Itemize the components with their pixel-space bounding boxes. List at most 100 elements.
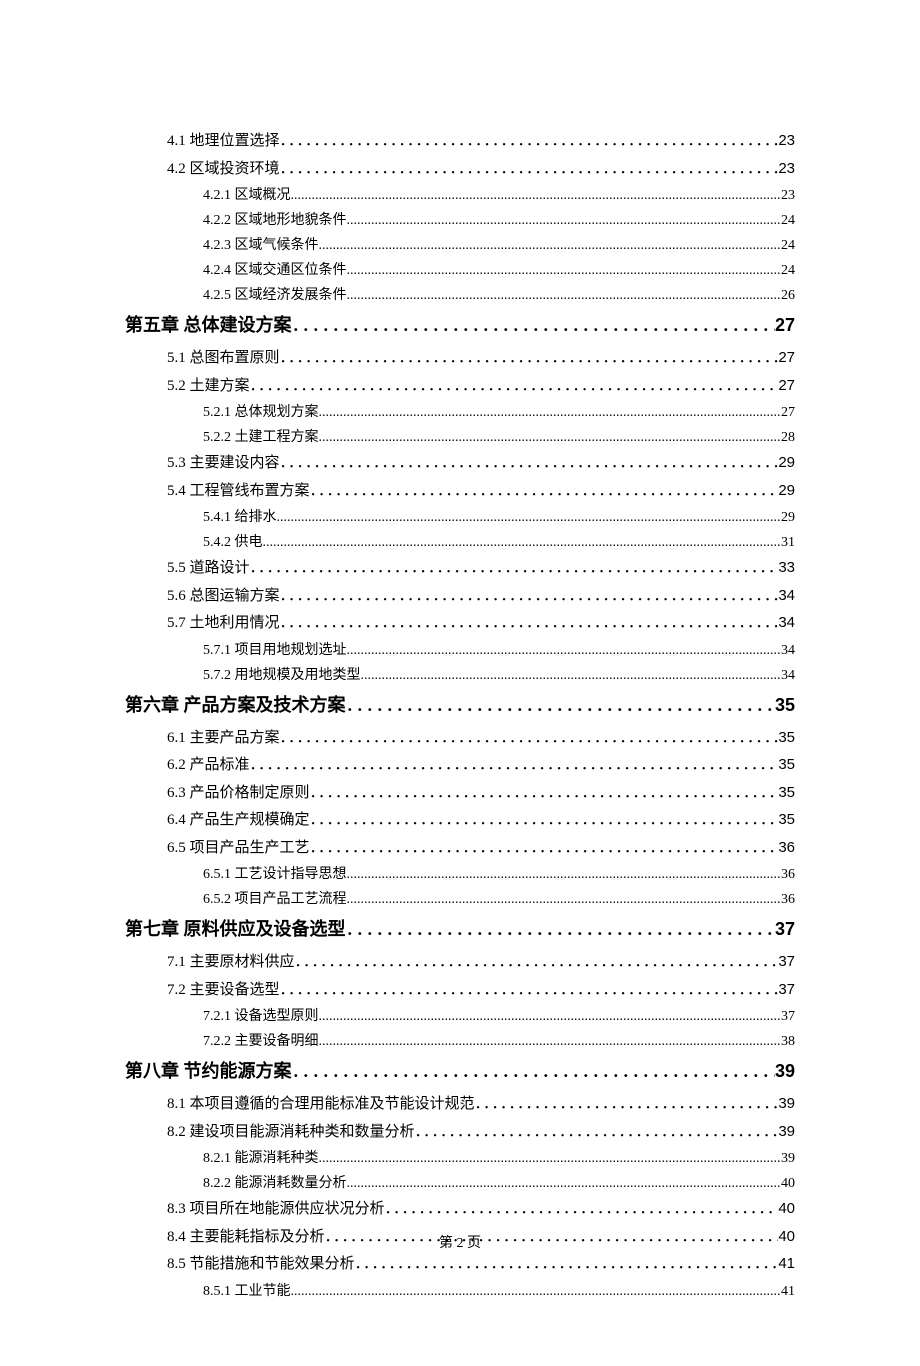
toc-entry: 6.5 项目产品生产工艺36: [125, 837, 795, 860]
toc-label: 4.2.2 区域地形地貌条件: [203, 210, 347, 231]
toc-leader: [292, 1058, 775, 1085]
toc-label: 5.2 土建方案: [167, 375, 250, 398]
toc-entry: 5.4.1 给排水29: [125, 507, 795, 528]
toc-page: 27: [775, 312, 795, 339]
toc-entry: 8.2 建设项目能源消耗种类和数量分析39: [125, 1121, 795, 1144]
toc-leader: [280, 347, 779, 370]
toc-entry: 5.7.2 用地规模及用地类型34: [125, 665, 795, 686]
toc-leader: [277, 507, 782, 528]
toc-label: 5.7 土地利用情况: [167, 612, 280, 635]
toc-leader: [250, 375, 779, 398]
toc-page: 39: [775, 1058, 795, 1085]
toc-page: 36: [781, 889, 795, 910]
toc-page: 35: [778, 754, 795, 777]
toc-page: 36: [781, 864, 795, 885]
toc-page: 27: [778, 347, 795, 370]
toc-entry: 4.2.4 区域交通区位条件24: [125, 260, 795, 281]
toc-entry: 6.4 产品生产规模确定35: [125, 809, 795, 832]
toc-entry: 6.2 产品标准35: [125, 754, 795, 777]
toc-leader: [346, 916, 775, 943]
toc-label: 8.2.2 能源消耗数量分析: [203, 1173, 347, 1194]
toc-label: 第六章 产品方案及技术方案: [125, 692, 346, 719]
toc-leader: [280, 585, 779, 608]
toc-leader: [280, 612, 779, 635]
toc-entry: 7.2 主要设备选型37: [125, 979, 795, 1002]
toc-leader: [347, 640, 782, 661]
toc-leader: [319, 402, 782, 423]
toc-entry: 5.2.2 土建工程方案28: [125, 427, 795, 448]
toc-page: 40: [778, 1198, 795, 1221]
toc-page: 28: [781, 427, 795, 448]
toc-page: 37: [775, 916, 795, 943]
toc-label: 5.5 道路设计: [167, 557, 250, 580]
toc-page: 37: [781, 1006, 795, 1027]
toc-entry: 8.2.1 能源消耗种类39: [125, 1148, 795, 1169]
toc-label: 6.4 产品生产规模确定: [167, 809, 310, 832]
toc-entry: 5.3 主要建设内容29: [125, 452, 795, 475]
toc-entry: 7.2.1 设备选型原则 37: [125, 1006, 795, 1027]
toc-page: 23: [778, 158, 795, 181]
toc-leader: [385, 1198, 779, 1221]
toc-page: 24: [781, 210, 795, 231]
toc-leader: [295, 951, 779, 974]
toc-leader: [263, 532, 782, 553]
toc-leader: [292, 312, 775, 339]
toc-leader: [347, 210, 782, 231]
toc-entry: 6.5.2 项目产品工艺流程36: [125, 889, 795, 910]
toc-entry: 5.5 道路设计 33: [125, 557, 795, 580]
toc-leader: [280, 979, 779, 1002]
toc-entry: 8.2.2 能源消耗数量分析 40: [125, 1173, 795, 1194]
toc-page: 23: [778, 130, 795, 153]
toc-label: 7.2.1 设备选型原则: [203, 1006, 319, 1027]
toc-page: 35: [778, 727, 795, 750]
toc-entry: 8.1 本项目遵循的合理用能标准及节能设计规范39: [125, 1093, 795, 1116]
toc-entry: 第八章 节约能源方案 39: [125, 1058, 795, 1085]
toc-leader: [319, 1031, 782, 1052]
toc-page: 35: [778, 782, 795, 805]
toc-entry: 4.2 区域投资环境23: [125, 158, 795, 181]
toc-entry: 第五章 总体建设方案 27: [125, 312, 795, 339]
toc-label: 6.5 项目产品生产工艺: [167, 837, 310, 860]
toc-page: 24: [781, 235, 795, 256]
toc-label: 4.2.5 区域经济发展条件: [203, 285, 347, 306]
toc-label: 5.4.2 供电: [203, 532, 263, 553]
toc-entry: 5.1 总图布置原则 27: [125, 347, 795, 370]
toc-container: 4.1 地理位置选择234.2 区域投资环境234.2.1 区域概况234.2.…: [0, 0, 920, 1366]
toc-label: 4.2.4 区域交通区位条件: [203, 260, 347, 281]
toc-page: 27: [778, 375, 795, 398]
toc-page: 29: [778, 452, 795, 475]
toc-page: 39: [778, 1121, 795, 1144]
toc-page: 39: [781, 1148, 795, 1169]
toc-label: 6.3 产品价格制定原则: [167, 782, 310, 805]
toc-label: 8.5.1 工业节能: [203, 1281, 291, 1302]
toc-leader: [280, 158, 779, 181]
toc-entry: 6.5.1 工艺设计指导思想36: [125, 864, 795, 885]
toc-label: 第七章 原料供应及设备选型: [125, 916, 346, 943]
toc-label: 8.1 本项目遵循的合理用能标准及节能设计规范: [167, 1093, 475, 1116]
toc-entry: 6.3 产品价格制定原则 35: [125, 782, 795, 805]
toc-entry: 第七章 原料供应及设备选型 37: [125, 916, 795, 943]
toc-leader: [280, 727, 779, 750]
toc-page: 23: [781, 185, 795, 206]
toc-page: 29: [778, 480, 795, 503]
toc-entry: 8.5.1 工业节能41: [125, 1281, 795, 1302]
toc-page: 33: [778, 557, 795, 580]
page-footer: 第 2 页: [0, 1232, 920, 1252]
toc-page: 31: [781, 532, 795, 553]
toc-entry: 4.2.5 区域经济发展条件26: [125, 285, 795, 306]
toc-leader: [319, 1006, 782, 1027]
toc-entry: 4.1 地理位置选择23: [125, 130, 795, 153]
toc-page: 34: [781, 640, 795, 661]
toc-leader: [347, 260, 782, 281]
toc-leader: [280, 130, 779, 153]
toc-entry: 7.1 主要原材料供应37: [125, 951, 795, 974]
toc-page: 40: [781, 1173, 795, 1194]
toc-label: 5.1 总图布置原则: [167, 347, 280, 370]
toc-entry: 5.4 工程管线布置方案29: [125, 480, 795, 503]
toc-leader: [361, 665, 782, 686]
toc-page: 35: [775, 692, 795, 719]
toc-page: 38: [781, 1031, 795, 1052]
toc-label: 第五章 总体建设方案: [125, 312, 292, 339]
toc-label: 5.6 总图运输方案: [167, 585, 280, 608]
toc-label: 第八章 节约能源方案: [125, 1058, 292, 1085]
